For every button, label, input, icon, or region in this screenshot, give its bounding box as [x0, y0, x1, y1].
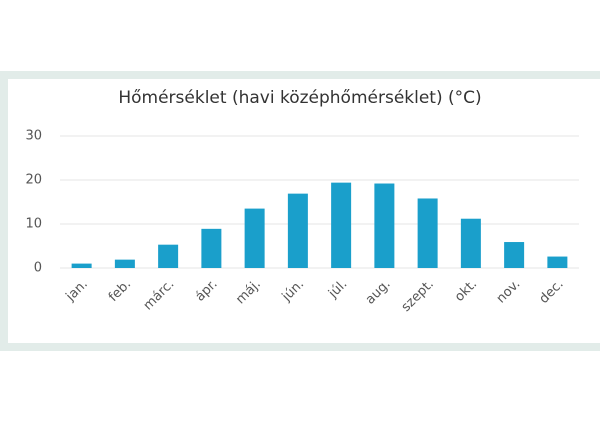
y-tick-label: 0 [34, 261, 42, 276]
bar [547, 256, 568, 268]
bar [158, 244, 179, 268]
y-tick-label: 20 [25, 173, 42, 188]
bar [201, 228, 222, 268]
y-tick-label: 10 [25, 217, 42, 232]
bar [331, 182, 352, 268]
bar [244, 208, 265, 268]
bar [374, 183, 395, 268]
chart-title: Hőmérséklet (havi középhőmérséklet) (°C) [118, 88, 481, 108]
bar [114, 259, 135, 268]
bar [417, 198, 438, 268]
y-tick-label: 30 [25, 129, 42, 144]
bar [504, 242, 525, 268]
bar [460, 218, 481, 268]
bar [71, 263, 92, 268]
bar [287, 193, 308, 268]
